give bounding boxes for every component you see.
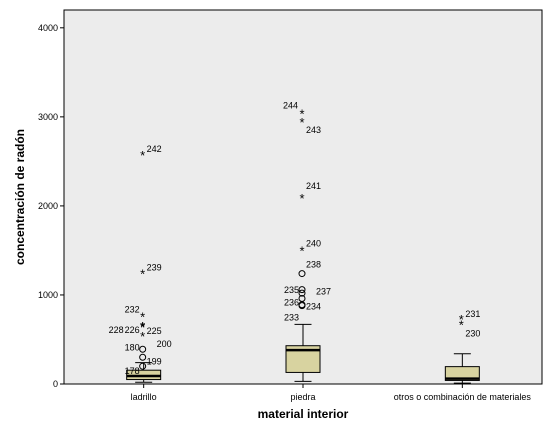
outlier-label-235: 235 <box>284 285 299 295</box>
outlier-label-237: 237 <box>316 287 331 297</box>
y-tick-label: 0 <box>53 379 58 389</box>
outlier-circle-180 <box>139 345 147 353</box>
y-axis: 0 1000 2000 3000 4000 <box>38 23 64 389</box>
outlier-label-240: 240 <box>306 238 321 248</box>
outlier-label-180: 180 <box>125 342 140 352</box>
outlier-circle-238 <box>298 270 306 278</box>
outlier-label-226: 226 <box>125 325 140 335</box>
outlier-star-230: * <box>459 317 464 332</box>
y-tick-label: 1000 <box>38 290 58 300</box>
outlier-label-239: 239 <box>147 263 162 273</box>
outlier-label-230: 230 <box>465 328 480 338</box>
x-axis-title: material interior <box>258 407 349 421</box>
outlier-label-233: 233 <box>284 313 299 323</box>
outlier-circle-237 <box>298 286 306 294</box>
x-axis: ladrillo piedra otros o combinación de mat… <box>131 384 532 402</box>
outlier-label-178: 178 <box>125 366 140 376</box>
x-tick-label-ladrillo: ladrillo <box>131 392 157 402</box>
outlier-label-199: 199 <box>147 356 162 366</box>
box-iqr <box>444 366 480 381</box>
outlier-label-231: 231 <box>465 309 480 319</box>
outlier-label-225: 225 <box>147 326 162 336</box>
outlier-star-240: * <box>299 243 304 258</box>
outlier-circle-233 <box>298 302 306 310</box>
plot-area <box>63 9 543 385</box>
outlier-star-200: * <box>140 329 145 344</box>
outlier-label-232: 232 <box>125 304 140 314</box>
box-otros-o-combinacion-de-materiales: **231 230 <box>444 309 480 384</box>
outlier-star-241: * <box>299 191 304 206</box>
y-tick-label: 4000 <box>38 23 58 33</box>
outlier-label-241: 241 <box>306 181 321 191</box>
y-tick-label: 2000 <box>38 201 58 211</box>
outlier-star-239: * <box>140 267 145 282</box>
outlier-circle-178 <box>139 362 147 370</box>
outlier-star-242: * <box>140 148 145 163</box>
outlier-star-228: * <box>140 319 145 334</box>
y-tick-label: 3000 <box>38 112 58 122</box>
outlier-star-243: * <box>299 115 304 130</box>
outlier-label-242: 242 <box>147 144 162 154</box>
x-tick-label-piedra: piedra <box>290 392 315 402</box>
outlier-star-231: * <box>459 312 464 327</box>
outlier-star-226: * <box>140 319 145 334</box>
outlier-label-200: 200 <box>157 339 172 349</box>
outlier-label-238: 238 <box>306 260 321 270</box>
outlier-label-236: 236 <box>284 298 299 308</box>
outlier-label-244: 244 <box>283 100 298 110</box>
outlier-star-232: * <box>140 309 145 324</box>
outlier-label-243: 243 <box>306 125 321 135</box>
outlier-label-234: 234 <box>306 302 321 312</box>
y-axis-title: concentración de radón <box>13 129 27 265</box>
outlier-label-228: 228 <box>109 325 124 335</box>
outlier-star-244: * <box>299 106 304 121</box>
outlier-circle-235 <box>298 289 306 297</box>
x-tick-label-otros-o-combinacion-de-materiales: otros o combinación de materiales <box>394 392 532 402</box>
outlier-star-225: * <box>140 320 145 335</box>
outlier-circle-199 <box>139 353 147 361</box>
